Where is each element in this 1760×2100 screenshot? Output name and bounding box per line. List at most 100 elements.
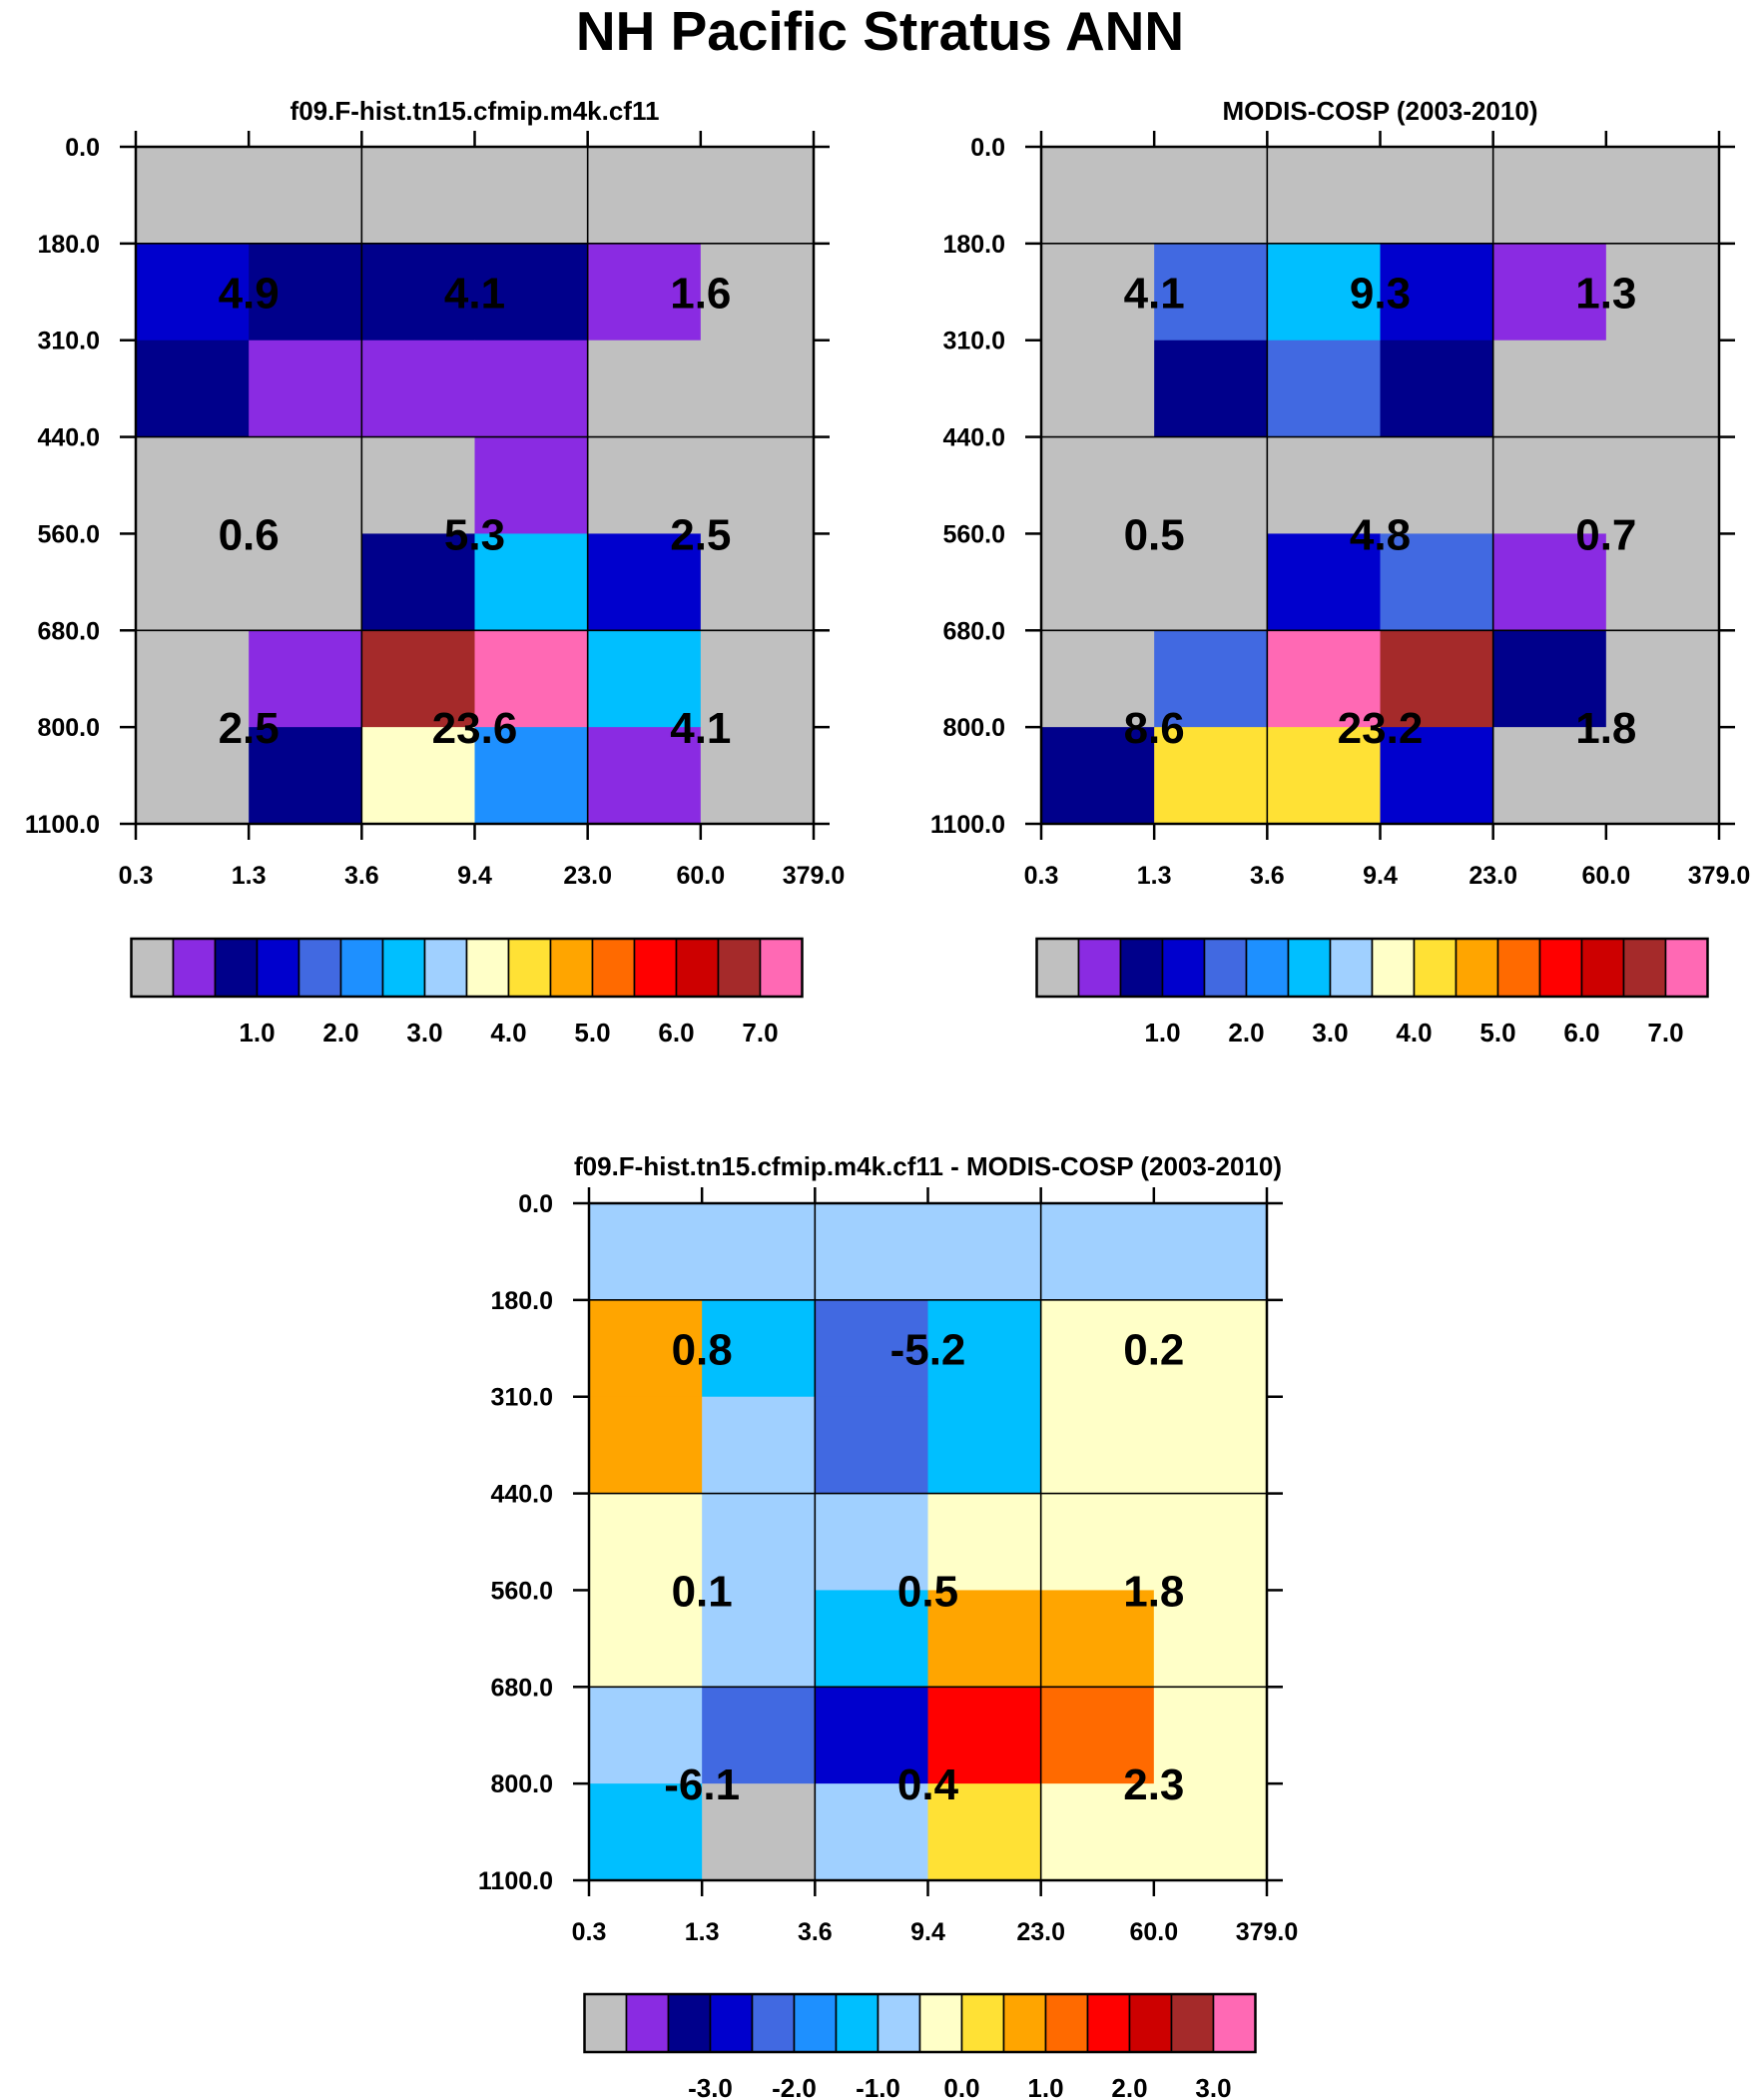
data-label: 1.6 — [670, 269, 731, 318]
heatmap-cell — [361, 436, 475, 534]
colorbar-label: 2.0 — [1228, 1018, 1264, 1048]
heatmap-cell — [700, 727, 815, 825]
heatmap-cell — [136, 243, 250, 342]
heatmap-cell — [1267, 533, 1381, 631]
heatmap-cell — [1041, 630, 1155, 728]
heatmap-cell — [700, 340, 815, 438]
heatmap-cell — [1380, 630, 1494, 728]
heatmap-cell — [1040, 1783, 1155, 1881]
y-tick-label: 800.0 — [37, 714, 100, 742]
x-tick-label: 60.0 — [1129, 1918, 1178, 1946]
x-tick-label: 3.6 — [1250, 862, 1285, 890]
x-tick-label: 1.3 — [685, 1918, 720, 1946]
colorbar-label: -3.0 — [688, 2073, 733, 2100]
colorbar-swatch — [423, 938, 468, 998]
heatmap-cell — [136, 147, 250, 245]
heatmap-cell — [1041, 340, 1155, 438]
heatmap-cell — [587, 630, 702, 728]
y-tick-label: 680.0 — [37, 617, 100, 645]
y-tick-label: 0.0 — [970, 134, 1005, 162]
data-label: 0.2 — [1123, 1325, 1184, 1374]
heatmap-cell — [1267, 243, 1381, 342]
heatmap-cell — [1154, 243, 1268, 342]
data-label: 0.8 — [672, 1325, 733, 1374]
x-tick-label: 23.0 — [1016, 1918, 1065, 1946]
heatmap-cell — [249, 630, 362, 728]
y-tick-label: 800.0 — [490, 1770, 553, 1798]
heatmap-cell — [1380, 533, 1494, 631]
colorbar-swatch — [1044, 1993, 1089, 2053]
colorbar-frame — [583, 1992, 1257, 2054]
heatmap-cell — [1154, 340, 1268, 438]
heatmap-cell — [249, 436, 362, 534]
heatmap-cell — [815, 1299, 928, 1398]
heatmap-cell — [927, 1687, 1042, 1784]
data-label: 9.3 — [1350, 269, 1411, 318]
heatmap-cell — [136, 340, 250, 438]
heatmap-cell — [702, 1590, 816, 1688]
colorbar-swatch — [1580, 938, 1625, 998]
colorbar-swatch — [1128, 1993, 1173, 2053]
y-tick-label: 180.0 — [37, 231, 100, 259]
y-tick-label: 0.0 — [518, 1190, 553, 1218]
colorbar-label: 1.0 — [1027, 2073, 1063, 2100]
colorbar-swatch — [1086, 1993, 1131, 2053]
y-tick-label: 800.0 — [942, 714, 1005, 742]
heatmap-cell — [136, 727, 250, 825]
heatmap-cell — [927, 1396, 1042, 1495]
y-tick-label: 0.0 — [65, 134, 100, 162]
y-tick-label: 310.0 — [37, 328, 100, 355]
colorbar-frame — [1035, 937, 1709, 999]
y-tick-label: 440.0 — [490, 1481, 553, 1509]
x-tick-label: 379.0 — [1688, 862, 1751, 890]
heatmap-cell — [815, 1203, 928, 1301]
x-tick-label: 9.4 — [1363, 862, 1398, 890]
colorbar-swatch — [381, 938, 426, 998]
colorbar-swatch — [1455, 938, 1499, 998]
colorbar-swatch — [465, 938, 510, 998]
heatmap-cell — [361, 243, 475, 342]
heatmap-cell — [1605, 727, 1720, 825]
colorbar-frame — [130, 937, 804, 999]
y-tick-label: 1100.0 — [930, 811, 1005, 839]
data-label: 0.5 — [1124, 510, 1185, 559]
chart-panel-obs: MODIS-COSP (2003-2010) 0.3 1.3 3.6 9.4 23.0 60… — [930, 96, 1750, 1048]
colorbar: -3.0 -2.0 -1.0 0.0 1.0 2.0 3.0 — [583, 1992, 1257, 2100]
colorbar-swatch — [256, 938, 300, 998]
colorbar-swatch — [1371, 938, 1416, 998]
data-label: 0.1 — [672, 1567, 733, 1616]
colorbar-swatch — [1203, 938, 1248, 998]
x-tick-label: 1.3 — [232, 862, 267, 890]
heatmap-cell — [1492, 147, 1607, 245]
heatmap-cell — [1041, 147, 1155, 245]
y-tick-label: 680.0 — [942, 617, 1005, 645]
heatmap-cell — [589, 1783, 703, 1881]
heatmap-cell — [136, 630, 250, 728]
data-label: 0.6 — [219, 510, 280, 559]
heatmap-cell — [361, 727, 475, 825]
heatmap-cell — [249, 727, 362, 825]
heatmap-cell — [474, 630, 589, 728]
y-tick-label: 440.0 — [37, 424, 100, 452]
colorbar-swatch — [1077, 938, 1122, 998]
data-label: 4.9 — [219, 269, 280, 318]
data-label: 2.5 — [219, 704, 280, 753]
heatmap-cell — [700, 630, 815, 728]
heatmap-cell — [361, 630, 475, 728]
heatmap-cell — [702, 1396, 816, 1495]
colorbar-swatch — [507, 938, 552, 998]
colorbar: 1.0 2.0 3.0 4.0 5.0 6.0 7.0 — [130, 937, 804, 1048]
data-label: 2.5 — [670, 510, 731, 559]
heatmap-cell — [702, 1493, 816, 1591]
heatmap-cell — [249, 147, 362, 245]
heatmap-cell — [136, 533, 250, 631]
heatmap-cell — [1041, 243, 1155, 342]
x-tick-label: 1.3 — [1137, 862, 1172, 890]
heatmap-cell — [249, 243, 362, 342]
heatmap-cell — [361, 340, 475, 438]
colorbar-swatch — [625, 1993, 670, 2053]
x-tick-label: 0.3 — [1024, 862, 1059, 890]
colorbar-swatch — [549, 938, 594, 998]
heatmap-cell — [1380, 243, 1494, 342]
x-tick-label: 3.6 — [344, 862, 379, 890]
